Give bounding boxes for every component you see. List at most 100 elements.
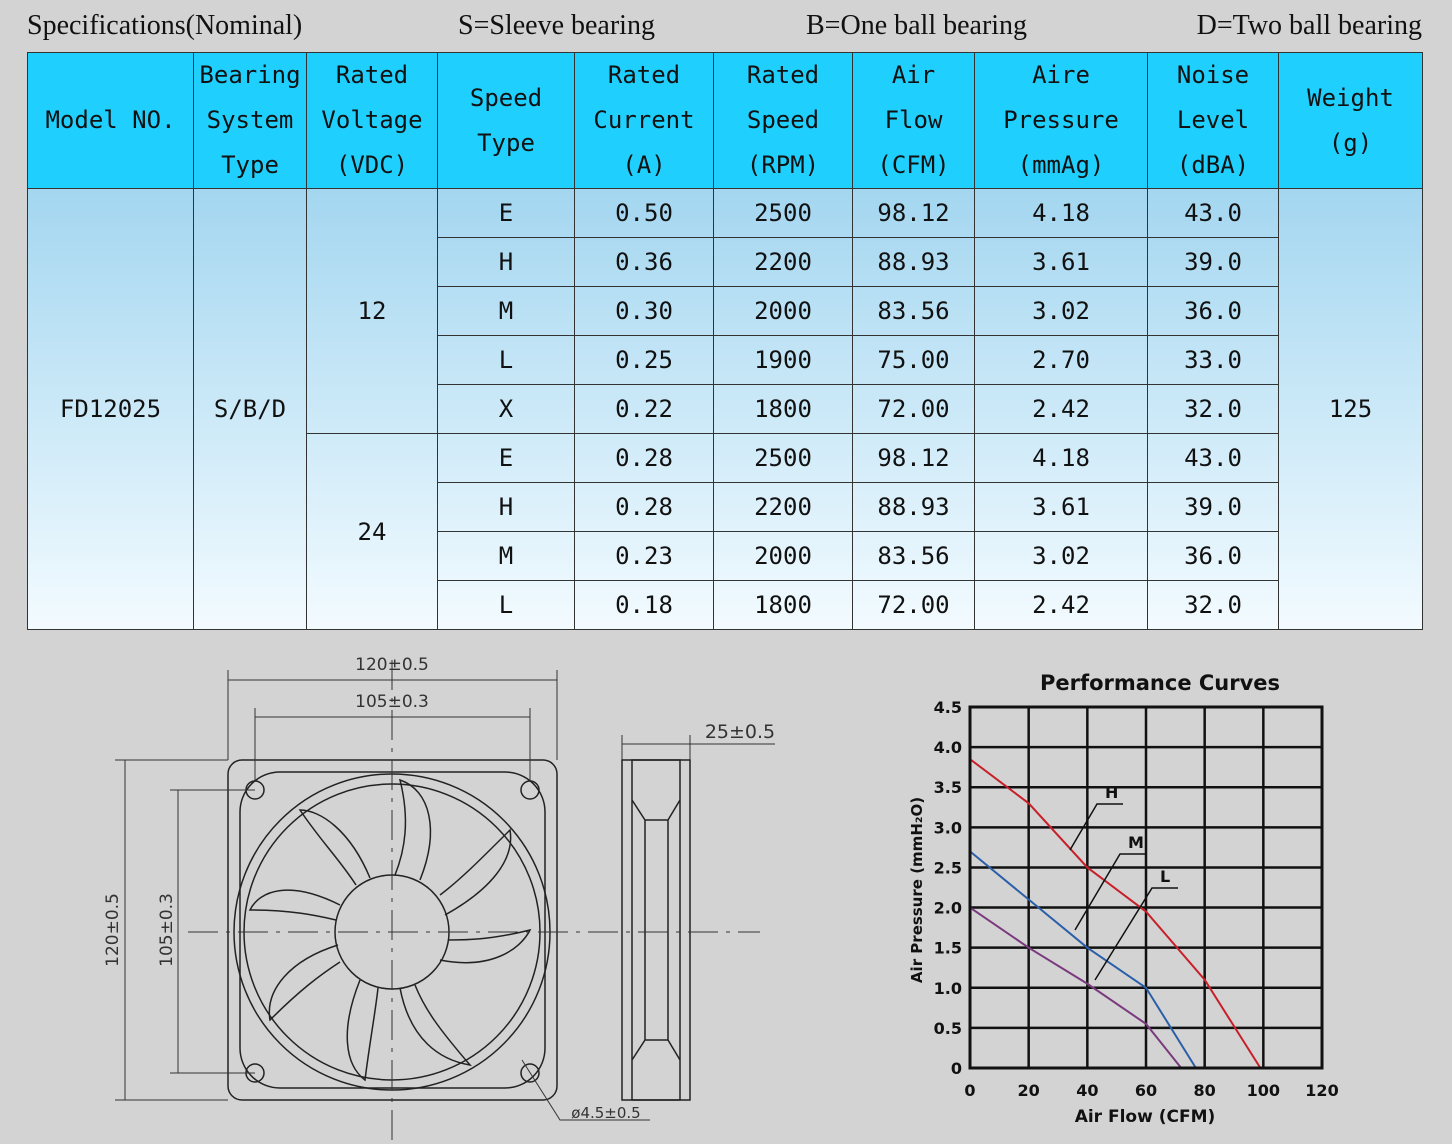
y-tick-label: 2.0 [934, 899, 962, 918]
data-cell: 0.25 [574, 335, 714, 385]
data-cell: 98.12 [852, 433, 975, 483]
data-cell: 0.50 [574, 188, 714, 238]
performance-chart: Performance Curves Air Flow (CFM) Air Pr… [908, 671, 1339, 1127]
data-cell: 75.00 [852, 335, 975, 385]
header-line: (RPM) [746, 151, 820, 179]
header-line: Bearing [199, 61, 301, 89]
fan-drawing [227, 759, 691, 1101]
data-cell: E [437, 433, 575, 483]
data-cell: 43.0 [1147, 188, 1279, 238]
header-line: (dBA) [1176, 151, 1250, 179]
data-cell: 0.28 [574, 433, 714, 483]
leader-line [1074, 853, 1146, 931]
x-tick-label: 100 [1247, 1081, 1280, 1100]
data-cell: 3.02 [974, 286, 1148, 336]
data-cell: L [437, 335, 575, 385]
header-note: B=One ball bearing [806, 10, 1028, 41]
y-tick-label: 4.0 [934, 738, 962, 757]
data-cell: E [437, 188, 575, 238]
header-line: Pressure [1003, 106, 1119, 134]
table-row: H 0.28 2200 88.93 3.61 39.0 [28, 482, 1423, 532]
header-line: Rated [746, 61, 820, 89]
data-cell: 72.00 [852, 580, 975, 630]
y-tick-label: 4.5 [934, 698, 962, 717]
leader-line [1094, 887, 1178, 981]
plot-frame [968, 705, 1324, 1070]
x-tick-label: 120 [1305, 1081, 1338, 1100]
header-line: Type [477, 128, 535, 157]
dimension-lines [115, 660, 775, 1140]
y-tick-label: 0 [951, 1059, 962, 1078]
header-line: (A) [622, 151, 666, 179]
weight-cell: 125 [1278, 188, 1423, 630]
series-label: M [1128, 833, 1144, 852]
data-cell: 36.0 [1147, 531, 1279, 581]
y-axis-label: Air Pressure (mmH₂O) [908, 797, 926, 983]
header-cell: Air Flow (CFM) [852, 52, 975, 189]
data-cell: 2.42 [974, 580, 1148, 630]
table-row: H 0.36 2200 88.93 3.61 39.0 [28, 237, 1423, 287]
x-tick-label: 20 [1018, 1081, 1040, 1100]
series-label: L [1160, 867, 1170, 886]
data-cell: 2.70 [974, 335, 1148, 385]
data-cell: 88.93 [852, 237, 975, 287]
x-tick-label: 0 [964, 1081, 975, 1100]
x-axis-label: Air Flow (CFM) [1075, 1107, 1216, 1127]
header-cell: Rated Voltage (VDC) [306, 52, 438, 189]
header-line: Aire [1032, 61, 1090, 89]
data-cell: 1800 [713, 580, 853, 630]
voltage-cell: 24 [306, 433, 438, 630]
table-row: L 0.25 1900 75.00 2.70 33.0 [28, 335, 1423, 385]
series-line [969, 906, 1182, 1069]
header-line: Speed [746, 106, 820, 134]
chart-title: Performance Curves [1040, 671, 1280, 695]
data-cell: 2500 [713, 188, 853, 238]
data-cell: 43.0 [1147, 433, 1279, 483]
table-row: M 0.30 2000 83.56 3.02 36.0 [28, 286, 1423, 336]
data-cell: H [437, 482, 575, 532]
data-cell: M [437, 531, 575, 581]
header-line: Air [891, 61, 936, 89]
data-cell: 2.42 [974, 384, 1148, 434]
data-cell: 88.93 [852, 482, 975, 532]
header-cell: Rated Speed (RPM) [713, 52, 853, 189]
x-tick-label: 40 [1076, 1081, 1098, 1100]
header-line: Current [593, 106, 695, 134]
series-label: H [1105, 783, 1118, 802]
data-cell: L [437, 580, 575, 630]
data-cell: 2200 [713, 482, 853, 532]
header-cell: Noise Level (dBA) [1147, 52, 1279, 189]
header-line: (CFM) [877, 151, 950, 179]
table-row: L 0.18 1800 72.00 2.42 32.0 [28, 580, 1423, 630]
header-note: S=Sleeve bearing [458, 10, 655, 41]
data-cell: 2500 [713, 433, 853, 483]
header-line: Level [1176, 106, 1250, 134]
voltage-cell: 12 [306, 188, 438, 434]
header-title: Specifications(Nominal) [27, 10, 303, 41]
x-tick-label: 60 [1135, 1081, 1157, 1100]
header-line: Type [221, 151, 279, 179]
data-cell: 2200 [713, 237, 853, 287]
data-cell: 3.61 [974, 237, 1148, 287]
y-tick-label: 3.5 [934, 778, 962, 797]
data-cell: 3.61 [974, 482, 1148, 532]
data-cell: 72.00 [852, 384, 975, 434]
figures: 120±0.5 105±0.3 25±0.5 120±0.5 105±0.3 ø… [103, 655, 1339, 1140]
header-cell: Rated Current (A) [574, 52, 714, 189]
data-cell: M [437, 286, 575, 336]
data-cell: 36.0 [1147, 286, 1279, 336]
header-cell: Model NO. [27, 52, 194, 189]
dimension-label: 120±0.5 [103, 893, 123, 967]
header-cell: Weight (g) [1278, 52, 1423, 189]
table-row: FD12025 S/B/D 12 E 0.50 2500 98.12 4.18 43.0 125 [27, 188, 1423, 630]
data-cell: H [437, 237, 575, 287]
header-note: D=Two ball bearing [1196, 10, 1422, 41]
data-cell: 4.18 [974, 188, 1148, 238]
data-cell: 0.22 [574, 384, 714, 434]
header-cell: Bearing System Type [193, 52, 307, 189]
header-cell: Aire Pressure (mmAg) [974, 52, 1148, 189]
data-cell: 83.56 [852, 286, 975, 336]
y-tick-label: 1.0 [934, 979, 962, 998]
data-cell: 0.36 [574, 237, 714, 287]
data-cell: 98.12 [852, 188, 975, 238]
